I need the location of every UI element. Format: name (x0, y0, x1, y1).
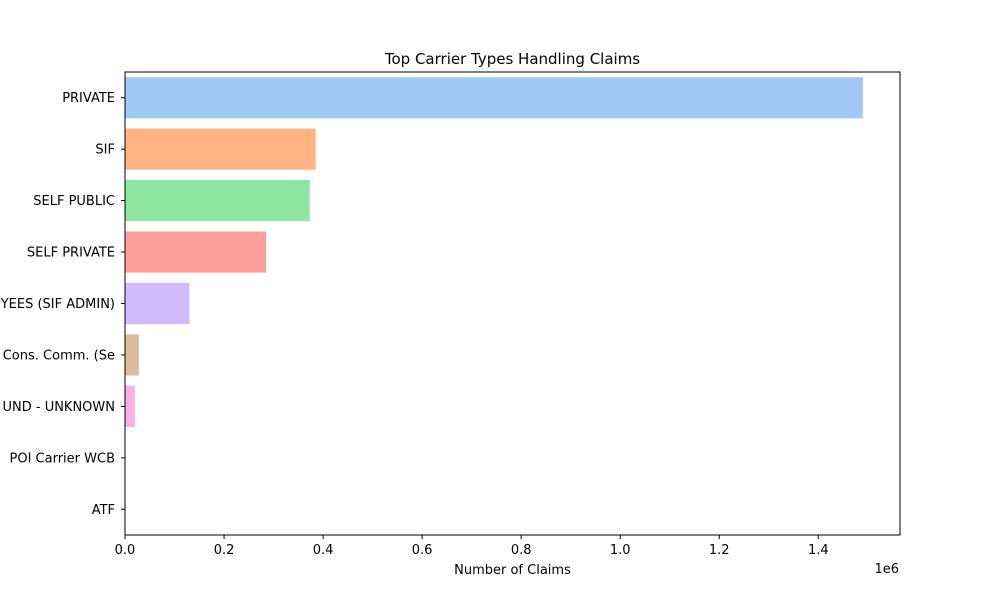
bar-4 (125, 282, 190, 325)
y-tick-label: SELF PRIVATE (27, 246, 115, 261)
y-tick-label: Cons. Comm. (Se (3, 348, 115, 363)
y-tick-label: UND - UNKNOWN (2, 400, 115, 415)
bar-5 (125, 334, 139, 376)
x-tick-label: 0.8 (511, 543, 532, 558)
bar-6 (125, 385, 135, 427)
bar-2 (125, 180, 310, 222)
bar-0 (125, 77, 863, 119)
x-tick-label: 0.4 (313, 543, 334, 558)
bars-group (125, 77, 863, 530)
chart-title: Top Carrier Types Handling Claims (384, 50, 640, 68)
y-tick-label: ATF (92, 503, 115, 518)
bar-3 (125, 231, 267, 273)
bar-1 (125, 128, 316, 170)
x-tick-label: 1.0 (610, 543, 631, 558)
x-tick-label: 0.6 (412, 543, 433, 558)
x-axis-label: Number of Claims (454, 563, 571, 578)
y-tick-label: PRIVATE (62, 91, 115, 106)
y-tick-label: SELF PUBLIC (33, 194, 115, 209)
y-tick-label: SIF (95, 143, 115, 158)
y-tick-label: YEES (SIF ADMIN) (0, 297, 115, 312)
x-axis-offset-label: 1e6 (874, 562, 899, 577)
y-axis-ticks: PRIVATE SIF SELF PUBLIC SELF PRIVATE YEES (S… (0, 91, 125, 518)
plot-frame (124, 71, 901, 536)
x-tick-label: 1.4 (808, 543, 829, 558)
x-tick-label: 1.2 (709, 543, 730, 558)
y-tick-label: POI Carrier WCB (10, 451, 115, 466)
x-tick-label: 0.2 (214, 543, 235, 558)
x-tick-label: 0.0 (115, 543, 136, 558)
x-axis-ticks: 0.0 0.2 0.4 0.6 0.8 1.0 1.2 1.4 (115, 535, 829, 558)
